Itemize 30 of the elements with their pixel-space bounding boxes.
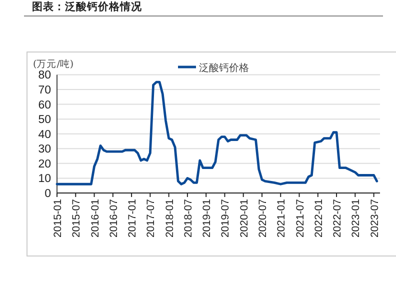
x-tick-label: 2021-07 [294, 198, 306, 238]
x-tick-label: 2019-07 [220, 198, 232, 238]
x-tick-label: 2019-01 [201, 198, 214, 238]
x-tick-label: 2023-07 [368, 198, 381, 238]
y-tick-label: 10 [38, 173, 51, 186]
y-tick-label: 40 [38, 128, 51, 141]
chart-title: 图表：泛酸钙价格情况 [32, 0, 143, 13]
y-tick-label: 50 [38, 114, 51, 126]
x-tick-label: 2022-01 [312, 198, 325, 238]
y-axis-title: (万元/吨) [33, 58, 74, 70]
x-tick-label: 2017-07 [145, 198, 158, 238]
legend-label: 泛酸钙价格 [199, 62, 249, 74]
y-tick-label: 20 [38, 158, 51, 170]
x-tick-label: 2016-07 [108, 198, 120, 238]
y-tick-label: 80 [38, 70, 51, 82]
y-tick-label: 60 [38, 99, 51, 112]
y-tick-label: 30 [38, 144, 51, 156]
x-tick-label: 2023-01 [350, 198, 362, 238]
y-tick-label: 70 [38, 84, 51, 96]
x-tick-label: 2018-07 [182, 198, 194, 238]
x-tick-label: 2020-01 [238, 198, 250, 238]
x-tick-label: 2022-07 [332, 198, 344, 238]
x-tick-label: 2018-01 [164, 198, 176, 238]
x-tick-label: 2020-07 [256, 198, 269, 238]
x-tick-label: 2015-07 [70, 198, 83, 238]
x-tick-label: 2021-01 [276, 198, 288, 238]
x-tick-label: 2016-01 [89, 198, 102, 238]
x-tick-label: 2015-01 [52, 198, 64, 238]
x-tick-label: 2017-01 [126, 198, 139, 238]
y-tick-label: 0 [44, 188, 51, 200]
